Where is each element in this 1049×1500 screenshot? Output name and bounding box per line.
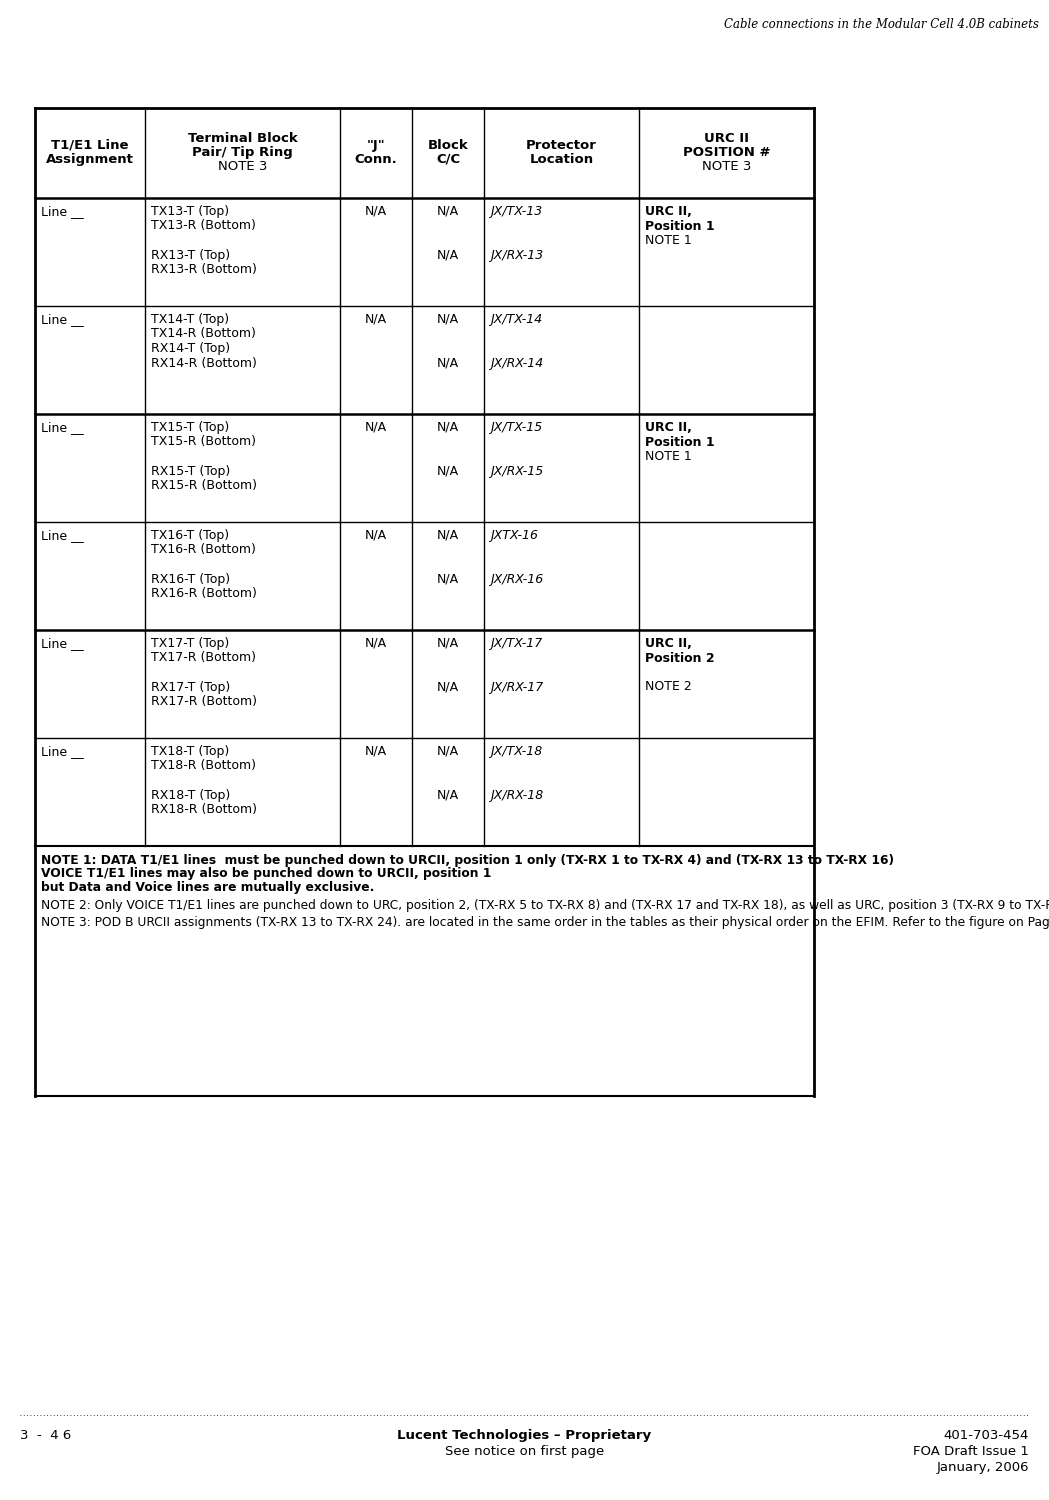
Text: N/A: N/A [437, 681, 459, 693]
Text: Position 1: Position 1 [645, 219, 714, 232]
Text: NOTE 3: NOTE 3 [218, 160, 267, 172]
Text: RX16-R (Bottom): RX16-R (Bottom) [151, 586, 257, 600]
Text: JX/TX-18: JX/TX-18 [490, 746, 542, 758]
Text: JX/RX-17: JX/RX-17 [490, 681, 543, 693]
Text: N/A: N/A [437, 206, 459, 218]
Text: TX13-R (Bottom): TX13-R (Bottom) [151, 219, 256, 232]
Text: RX15-T (Top): RX15-T (Top) [151, 465, 230, 477]
Text: TX17-R (Bottom): TX17-R (Bottom) [151, 651, 256, 664]
Text: JX/TX-17: JX/TX-17 [490, 638, 542, 650]
Text: N/A: N/A [437, 746, 459, 758]
Text: FOA Draft Issue 1: FOA Draft Issue 1 [913, 1444, 1029, 1458]
Text: RX18-R (Bottom): RX18-R (Bottom) [151, 802, 257, 816]
Text: N/A: N/A [365, 206, 387, 218]
Text: JXTX-16: JXTX-16 [490, 530, 538, 542]
Text: JX/TX-14: JX/TX-14 [490, 314, 542, 326]
Text: RX16-T (Top): RX16-T (Top) [151, 573, 230, 585]
Text: POSITION #: POSITION # [683, 146, 770, 159]
Text: See notice on first page: See notice on first page [445, 1444, 604, 1458]
Text: "J": "J" [367, 140, 385, 152]
Text: 401-703-454: 401-703-454 [944, 1430, 1029, 1442]
Text: Lucent Technologies – Proprietary: Lucent Technologies – Proprietary [398, 1430, 651, 1442]
Text: Line __: Line __ [41, 746, 84, 758]
Text: N/A: N/A [437, 789, 459, 801]
Text: Cable connections in the Modular Cell 4.0B cabinets: Cable connections in the Modular Cell 4.… [724, 18, 1039, 32]
Text: JX/RX-18: JX/RX-18 [490, 789, 543, 801]
Text: N/A: N/A [437, 357, 459, 369]
Text: but Data and Voice lines are mutually exclusive.: but Data and Voice lines are mutually ex… [41, 880, 374, 894]
Text: TX18-T (Top): TX18-T (Top) [151, 746, 230, 758]
Text: RX18-T (Top): RX18-T (Top) [151, 789, 230, 801]
Text: URC II: URC II [704, 132, 749, 146]
Text: NOTE 1: NOTE 1 [645, 234, 691, 248]
Text: N/A: N/A [437, 422, 459, 434]
Text: Location: Location [530, 153, 594, 166]
Text: URC II,: URC II, [645, 638, 692, 650]
Text: TX16-R (Bottom): TX16-R (Bottom) [151, 543, 256, 556]
Text: NOTE 3: POD B URCII assignments (TX-RX 13 to TX-RX 24). are located in the same : NOTE 3: POD B URCII assignments (TX-RX 1… [41, 916, 1049, 928]
Text: RX14-T (Top): RX14-T (Top) [151, 342, 230, 355]
Text: N/A: N/A [437, 314, 459, 326]
Text: RX15-R (Bottom): RX15-R (Bottom) [151, 478, 257, 492]
Text: RX13-T (Top): RX13-T (Top) [151, 249, 230, 261]
Text: N/A: N/A [365, 638, 387, 650]
Text: RX17-R (Bottom): RX17-R (Bottom) [151, 694, 257, 708]
Text: JX/TX-15: JX/TX-15 [490, 422, 542, 434]
Text: Terminal Block: Terminal Block [188, 132, 297, 146]
Text: Line __: Line __ [41, 206, 84, 218]
Text: Line __: Line __ [41, 314, 84, 326]
Text: N/A: N/A [437, 249, 459, 261]
Text: TX17-T (Top): TX17-T (Top) [151, 638, 230, 650]
Text: Line __: Line __ [41, 530, 84, 542]
Text: JX/RX-15: JX/RX-15 [490, 465, 543, 477]
Text: RX17-T (Top): RX17-T (Top) [151, 681, 230, 693]
Text: URC II,: URC II, [645, 422, 692, 434]
Text: JX/RX-16: JX/RX-16 [490, 573, 543, 585]
Text: Conn.: Conn. [355, 153, 398, 166]
Text: TX14-R (Bottom): TX14-R (Bottom) [151, 327, 256, 340]
Text: January, 2006: January, 2006 [937, 1461, 1029, 1474]
Text: NOTE 1: DATA T1/E1 lines  must be punched down to URCII, position 1 only (TX-RX : NOTE 1: DATA T1/E1 lines must be punched… [41, 853, 894, 867]
Text: TX14-T (Top): TX14-T (Top) [151, 314, 229, 326]
Text: C/C: C/C [436, 153, 461, 166]
Text: N/A: N/A [365, 422, 387, 434]
Text: Line __: Line __ [41, 422, 84, 434]
Text: NOTE 2: Only VOICE T1/E1 lines are punched down to URC, position 2, (TX-RX 5 to : NOTE 2: Only VOICE T1/E1 lines are punch… [41, 898, 1049, 912]
Text: 3  -  4 6: 3 - 4 6 [20, 1430, 71, 1442]
Text: URC II,: URC II, [645, 206, 692, 218]
Text: JX/RX-13: JX/RX-13 [490, 249, 543, 261]
Text: NOTE 1: NOTE 1 [645, 450, 691, 464]
Text: Position 1: Position 1 [645, 435, 714, 448]
Text: N/A: N/A [365, 746, 387, 758]
Text: N/A: N/A [437, 638, 459, 650]
Text: N/A: N/A [437, 530, 459, 542]
Text: RX13-R (Bottom): RX13-R (Bottom) [151, 262, 257, 276]
Text: TX13-T (Top): TX13-T (Top) [151, 206, 229, 218]
Text: RX14-R (Bottom): RX14-R (Bottom) [151, 357, 257, 369]
Text: TX15-T (Top): TX15-T (Top) [151, 422, 230, 434]
Text: JX/RX-14: JX/RX-14 [490, 357, 543, 369]
Text: TX15-R (Bottom): TX15-R (Bottom) [151, 435, 256, 448]
Text: Position 2: Position 2 [645, 651, 714, 664]
Text: NOTE 2: NOTE 2 [645, 681, 691, 693]
Text: N/A: N/A [437, 465, 459, 477]
Text: Line __: Line __ [41, 638, 84, 650]
Text: Protector: Protector [526, 140, 597, 152]
Text: T1/E1 Line: T1/E1 Line [51, 140, 129, 152]
Text: NOTE 3: NOTE 3 [702, 160, 751, 172]
Text: TX16-T (Top): TX16-T (Top) [151, 530, 229, 542]
Text: Pair/ Tip Ring: Pair/ Tip Ring [192, 146, 293, 159]
Text: N/A: N/A [437, 573, 459, 585]
Text: Block: Block [428, 140, 468, 152]
Text: VOICE T1/E1 lines may also be punched down to URCII, position 1: VOICE T1/E1 lines may also be punched do… [41, 867, 491, 880]
Text: N/A: N/A [365, 314, 387, 326]
Text: N/A: N/A [365, 530, 387, 542]
Text: JX/TX-13: JX/TX-13 [490, 206, 542, 218]
Text: TX18-R (Bottom): TX18-R (Bottom) [151, 759, 256, 772]
Text: Assignment: Assignment [46, 153, 134, 166]
